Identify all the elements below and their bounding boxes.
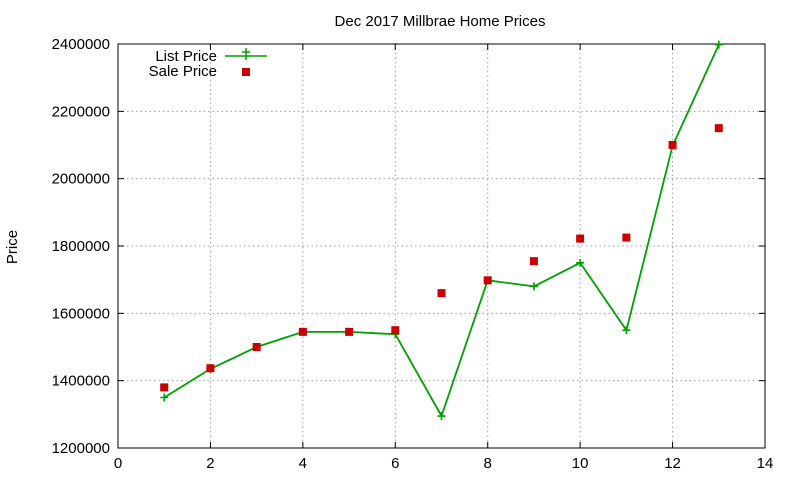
x-tick-label: 8: [484, 455, 492, 472]
x-tick-label: 12: [664, 455, 681, 472]
legend-label-sale-price: Sale Price: [149, 63, 217, 80]
series-marks: [160, 40, 723, 421]
sale-price-point: [576, 234, 585, 243]
sale-price-point: [529, 257, 538, 266]
sale-price-point: [391, 326, 400, 335]
x-tick-label: 2: [206, 455, 214, 472]
x-tick-label: 0: [114, 455, 122, 472]
x-tick-label: 14: [757, 455, 774, 472]
list-price-point: [160, 393, 169, 402]
sale-price-point: [622, 233, 631, 242]
sale-price-point: [160, 383, 169, 392]
sale-price-point: [668, 141, 677, 149]
sale-price-point: [252, 343, 261, 351]
y-tick-label: 2400000: [52, 36, 110, 53]
y-tick-label: 1200000: [52, 440, 110, 457]
legend-marker-list-price: [242, 48, 250, 60]
sale-price-point: [483, 276, 492, 285]
y-tick-label: 1400000: [52, 373, 110, 390]
chart-title: Dec 2017 Millbrae Home Prices: [335, 13, 546, 30]
x-tick-label: 6: [391, 455, 399, 472]
sale-price-point: [206, 364, 215, 373]
list-price-line: [163, 44, 720, 417]
list-price-point: [437, 412, 446, 421]
list-price-point: [714, 40, 723, 49]
plot-frame: [117, 43, 766, 449]
y-tick-label: 2000000: [52, 171, 110, 188]
list-price-point: [529, 282, 538, 291]
sale-price-point: [437, 289, 446, 298]
legend-label-list-price: List Price: [155, 48, 217, 65]
list-price-point: [622, 326, 631, 335]
y-tick-label: 2200000: [52, 103, 110, 120]
sale-price-point: [345, 327, 354, 336]
y-axis-label: Price: [4, 230, 21, 264]
sale-price-point: [298, 327, 307, 336]
x-tick-label: 10: [572, 455, 589, 472]
y-tick-label: 1600000: [52, 305, 110, 322]
legend-marker-sale-price: [242, 68, 250, 76]
sale-price-point: [714, 124, 723, 133]
list-price-point: [576, 258, 585, 267]
grid-lines: [118, 44, 765, 448]
legend: List Price Sale Price: [149, 48, 267, 80]
y-tick-label: 1800000: [52, 238, 110, 255]
x-tick-label: 4: [299, 455, 307, 472]
axes: 0 2 4 6 8 10 12 14 1200000 1400000 1600000 1800000 2…: [52, 36, 774, 472]
